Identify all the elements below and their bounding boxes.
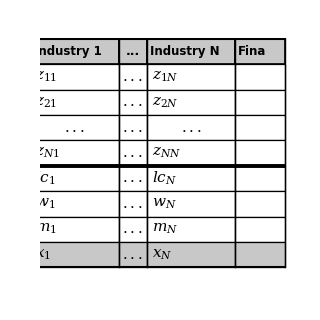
Text: $...$: $...$	[123, 95, 143, 109]
Bar	[147, 39, 235, 64]
Text: $...$: $...$	[123, 222, 143, 236]
Bar	[119, 90, 147, 115]
Bar	[31, 115, 119, 140]
Text: $...$: $...$	[123, 248, 143, 262]
Bar	[147, 166, 235, 191]
Text: $x_{1}$: $x_{1}$	[35, 247, 51, 262]
Text: $m_{N}$: $m_{N}$	[152, 222, 178, 236]
Bar	[31, 64, 119, 90]
Bar	[31, 242, 119, 267]
Bar	[31, 191, 119, 217]
Bar	[119, 115, 147, 140]
Text: $z_{11}$: $z_{11}$	[35, 70, 57, 84]
Bar	[147, 64, 235, 90]
Text: $z_{N1}$: $z_{N1}$	[35, 146, 60, 160]
Bar	[31, 217, 119, 242]
Bar	[235, 242, 285, 267]
Bar	[147, 90, 235, 115]
Bar	[119, 191, 147, 217]
Bar	[147, 191, 235, 217]
Text: $z_{2N}$: $z_{2N}$	[152, 95, 178, 109]
Text: Industry N: Industry N	[150, 45, 220, 58]
Text: $...$: $...$	[64, 121, 85, 135]
Bar	[235, 90, 285, 115]
Text: $z_{21}$: $z_{21}$	[35, 95, 57, 109]
Bar	[147, 140, 235, 166]
Text: Fina: Fina	[238, 45, 267, 58]
Bar	[31, 166, 119, 191]
Text: $...$: $...$	[123, 70, 143, 84]
Bar	[235, 39, 285, 64]
Bar	[235, 217, 285, 242]
Bar	[235, 115, 285, 140]
Text: $lc_{N}$: $lc_{N}$	[152, 170, 177, 187]
Text: $...$: $...$	[123, 146, 143, 160]
Text: $z_{NN}$: $z_{NN}$	[152, 146, 181, 160]
Bar	[31, 39, 119, 64]
Bar	[235, 191, 285, 217]
Bar	[31, 140, 119, 166]
Bar	[119, 217, 147, 242]
Bar	[235, 140, 285, 166]
Bar	[147, 115, 235, 140]
Bar	[119, 140, 147, 166]
Text: $m_{1}$: $m_{1}$	[35, 222, 57, 236]
Text: $z_{1N}$: $z_{1N}$	[152, 70, 178, 84]
Bar	[119, 166, 147, 191]
Bar	[235, 64, 285, 90]
Bar	[147, 242, 235, 267]
Text: $...$: $...$	[123, 197, 143, 211]
Text: $w_{N}$: $w_{N}$	[152, 197, 176, 211]
Text: ...: ...	[126, 45, 140, 58]
Text: $...$: $...$	[123, 121, 143, 135]
Text: $...$: $...$	[181, 121, 202, 135]
Text: Industry 1: Industry 1	[34, 45, 101, 58]
Text: $...$: $...$	[123, 172, 143, 186]
Text: $w_{1}$: $w_{1}$	[35, 197, 55, 211]
Text: $x_{N}$: $x_{N}$	[152, 247, 172, 262]
Text: $lc_{1}$: $lc_{1}$	[35, 170, 56, 187]
Bar	[235, 166, 285, 191]
Bar	[119, 39, 147, 64]
Bar	[119, 64, 147, 90]
Bar	[31, 90, 119, 115]
Bar	[147, 217, 235, 242]
Bar	[119, 242, 147, 267]
